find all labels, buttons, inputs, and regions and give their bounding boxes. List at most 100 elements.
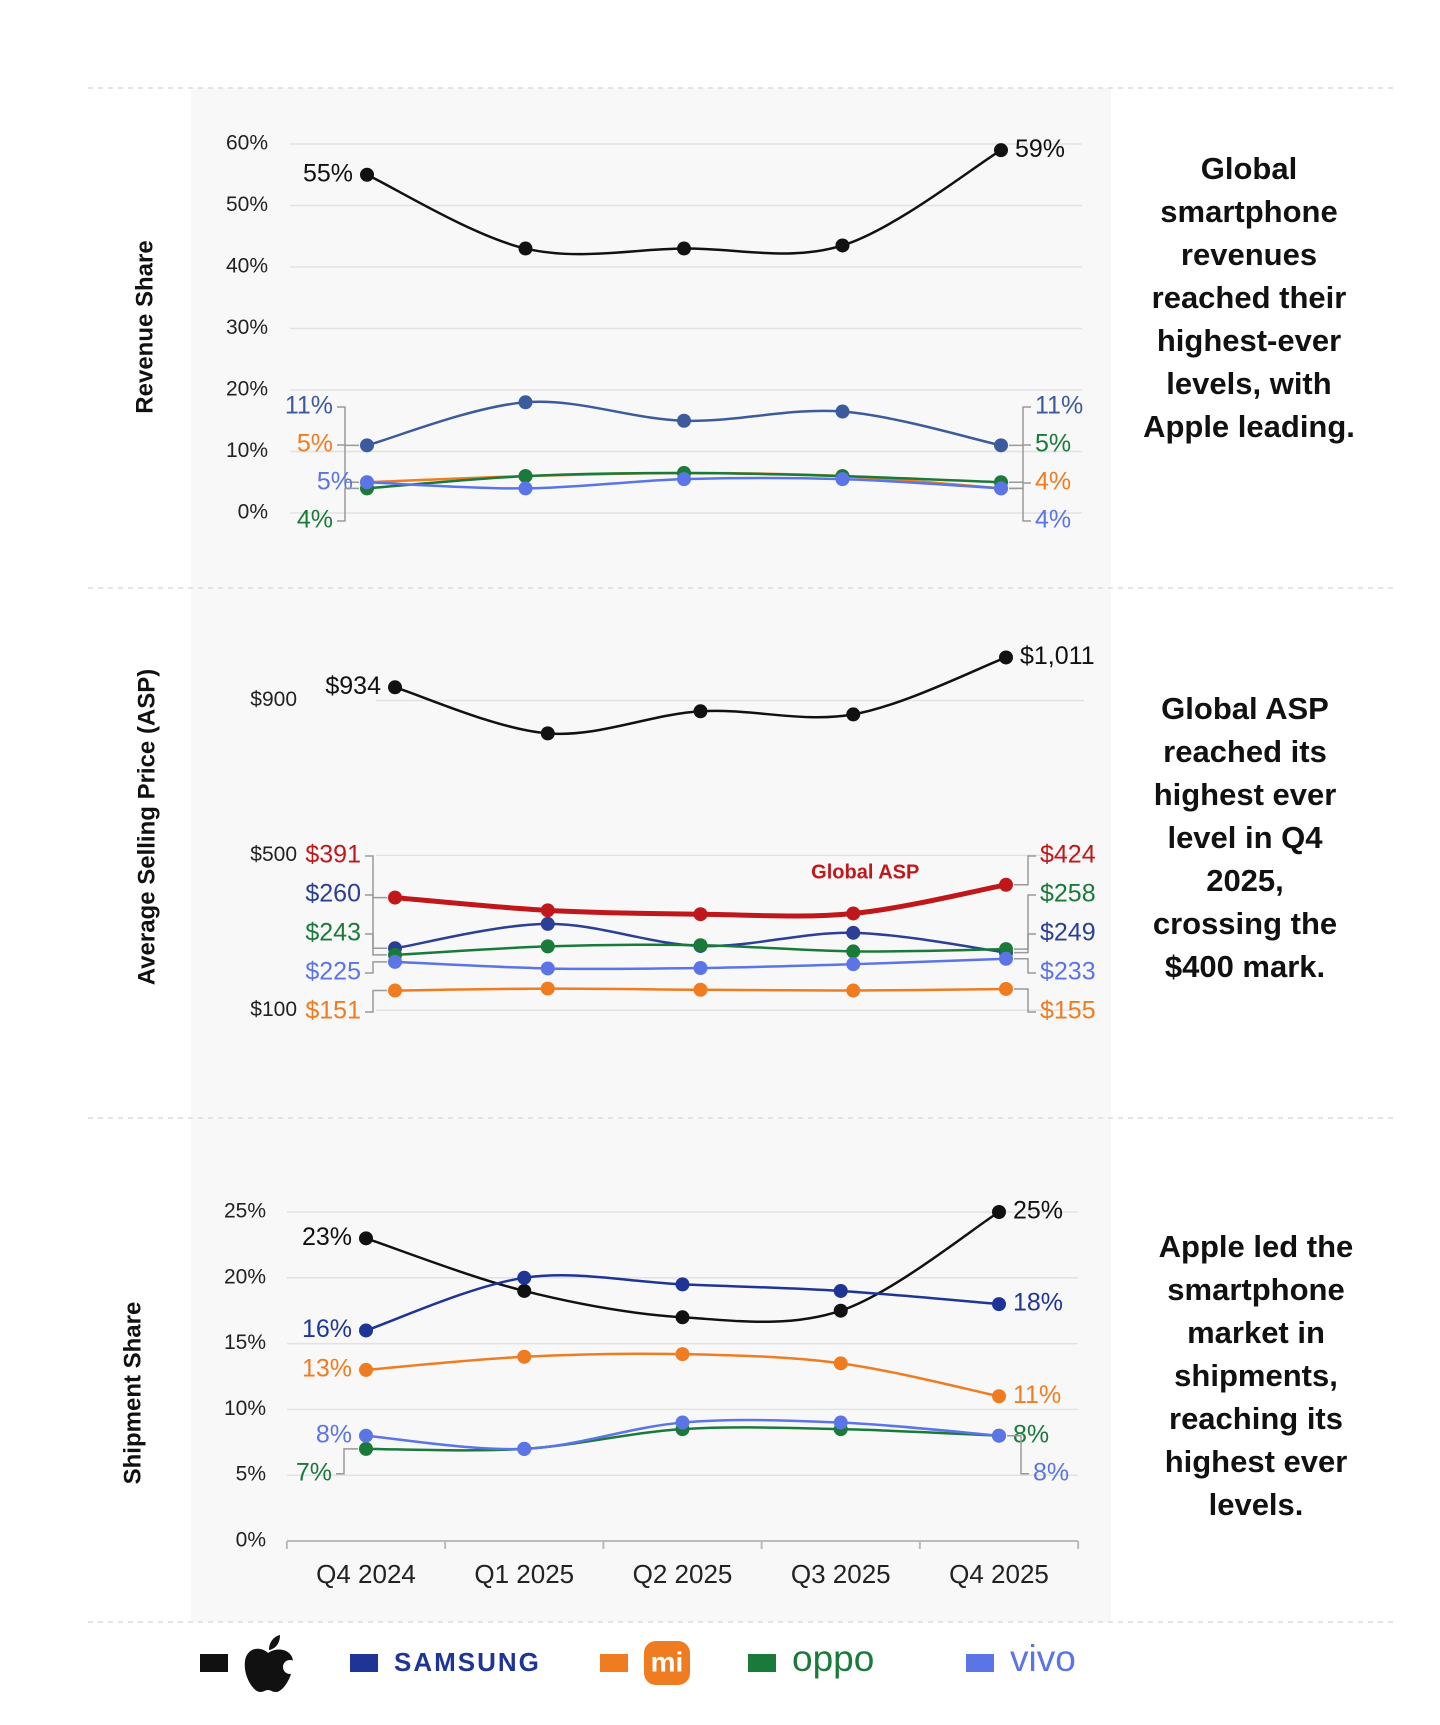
marker <box>360 475 374 490</box>
marker <box>992 1428 1006 1443</box>
legend-icon-bite <box>283 1660 297 1674</box>
marker <box>540 981 555 996</box>
marker <box>359 1362 373 1377</box>
data-label: 4% <box>1035 468 1071 496</box>
leader-line <box>1014 894 1036 950</box>
legend-label: SAMSUNG <box>394 1647 541 1677</box>
marker <box>388 983 402 998</box>
marker <box>675 1277 690 1292</box>
data-label: 5% <box>317 468 353 496</box>
marker <box>540 916 555 931</box>
annotation: Global ASP reached its highest ever leve… <box>1152 691 1338 984</box>
data-label: 8% <box>1013 1420 1049 1448</box>
marker <box>540 961 555 976</box>
marker <box>518 395 533 410</box>
data-label: 5% <box>1035 430 1071 458</box>
marker <box>994 143 1008 158</box>
series-label: Global ASP <box>811 862 919 884</box>
y-tick-label: $100 <box>250 998 297 1021</box>
marker <box>388 890 402 905</box>
x-tick-label: Q2 2025 <box>633 1559 733 1589</box>
marker <box>517 1283 532 1298</box>
leader-line <box>1014 933 1036 954</box>
legend-item <box>200 1635 297 1692</box>
data-label: 8% <box>316 1420 352 1448</box>
data-label: $934 <box>325 672 381 700</box>
marker <box>833 1356 848 1371</box>
leader-line <box>365 855 387 899</box>
legend-swatch <box>748 1654 776 1672</box>
marker <box>517 1441 532 1456</box>
leader-line <box>1009 487 1031 522</box>
leader-line <box>1014 855 1036 886</box>
marker <box>675 1415 690 1430</box>
data-label: $391 <box>305 841 361 869</box>
y-tick-label: 15% <box>224 1331 266 1354</box>
legend-logo <box>644 1641 690 1685</box>
marker <box>835 404 850 419</box>
y-tick-label: 25% <box>224 1200 266 1223</box>
marker <box>999 942 1013 957</box>
marker <box>833 1303 848 1318</box>
leader-line <box>337 444 359 483</box>
marker <box>846 925 861 940</box>
marker <box>518 241 533 256</box>
legend-icon <box>244 1635 293 1692</box>
marker <box>994 438 1008 453</box>
leader-line <box>1014 958 1036 974</box>
leader-line <box>337 406 359 447</box>
y-tick-label: $500 <box>250 843 297 866</box>
annotation: Apple led the smartphone market in shipm… <box>1158 1229 1354 1522</box>
leader-line <box>337 487 359 522</box>
leader-line <box>1009 406 1031 447</box>
data-label: $249 <box>1040 919 1096 947</box>
marker <box>846 906 861 921</box>
data-label: 23% <box>302 1223 352 1251</box>
marker <box>517 1349 532 1364</box>
y-tick-label: 20% <box>226 378 268 401</box>
marker <box>835 238 850 253</box>
data-label: $1,011 <box>1020 642 1095 670</box>
marker <box>846 707 861 722</box>
leader-line <box>365 961 387 974</box>
marker <box>693 907 708 922</box>
marker <box>693 938 708 953</box>
y-tick-label: 30% <box>226 316 268 339</box>
data-label: 7% <box>296 1458 332 1486</box>
leader-line <box>1007 1434 1029 1475</box>
leader-line <box>365 933 387 956</box>
legend-item: vivo <box>966 1638 1076 1679</box>
marker <box>846 944 861 959</box>
marker <box>359 1441 373 1456</box>
data-label: 55% <box>303 159 353 187</box>
data-label: 13% <box>302 1355 352 1383</box>
y-tick-label: 0% <box>236 1529 266 1552</box>
separators <box>88 87 1396 1623</box>
marker <box>846 983 861 998</box>
marker <box>675 1347 690 1362</box>
x-tick-label: Q4 2024 <box>316 1559 416 1589</box>
annotation: Global smartphone revenues reached their… <box>1143 151 1355 444</box>
marker <box>992 1389 1006 1404</box>
data-label: 59% <box>1015 135 1065 163</box>
y-tick-label: 50% <box>226 193 268 216</box>
data-label: 11% <box>1013 1381 1061 1409</box>
marker <box>833 1283 848 1298</box>
leader-line <box>365 989 387 1013</box>
marker <box>833 1415 848 1430</box>
marker <box>359 1323 373 1338</box>
marker <box>999 650 1013 665</box>
leader-line <box>1014 988 1036 1013</box>
y-tick-label: 5% <box>236 1463 266 1486</box>
data-label: 18% <box>1013 1289 1063 1317</box>
marker <box>540 939 555 954</box>
marker <box>693 982 708 997</box>
data-label: 4% <box>1035 506 1071 534</box>
leader-line <box>336 1448 358 1475</box>
marker <box>540 903 555 918</box>
y-tick-label: 60% <box>226 132 268 155</box>
data-label: $233 <box>1040 958 1096 986</box>
data-label: $225 <box>305 958 361 986</box>
y-tick-label: 40% <box>226 255 268 278</box>
